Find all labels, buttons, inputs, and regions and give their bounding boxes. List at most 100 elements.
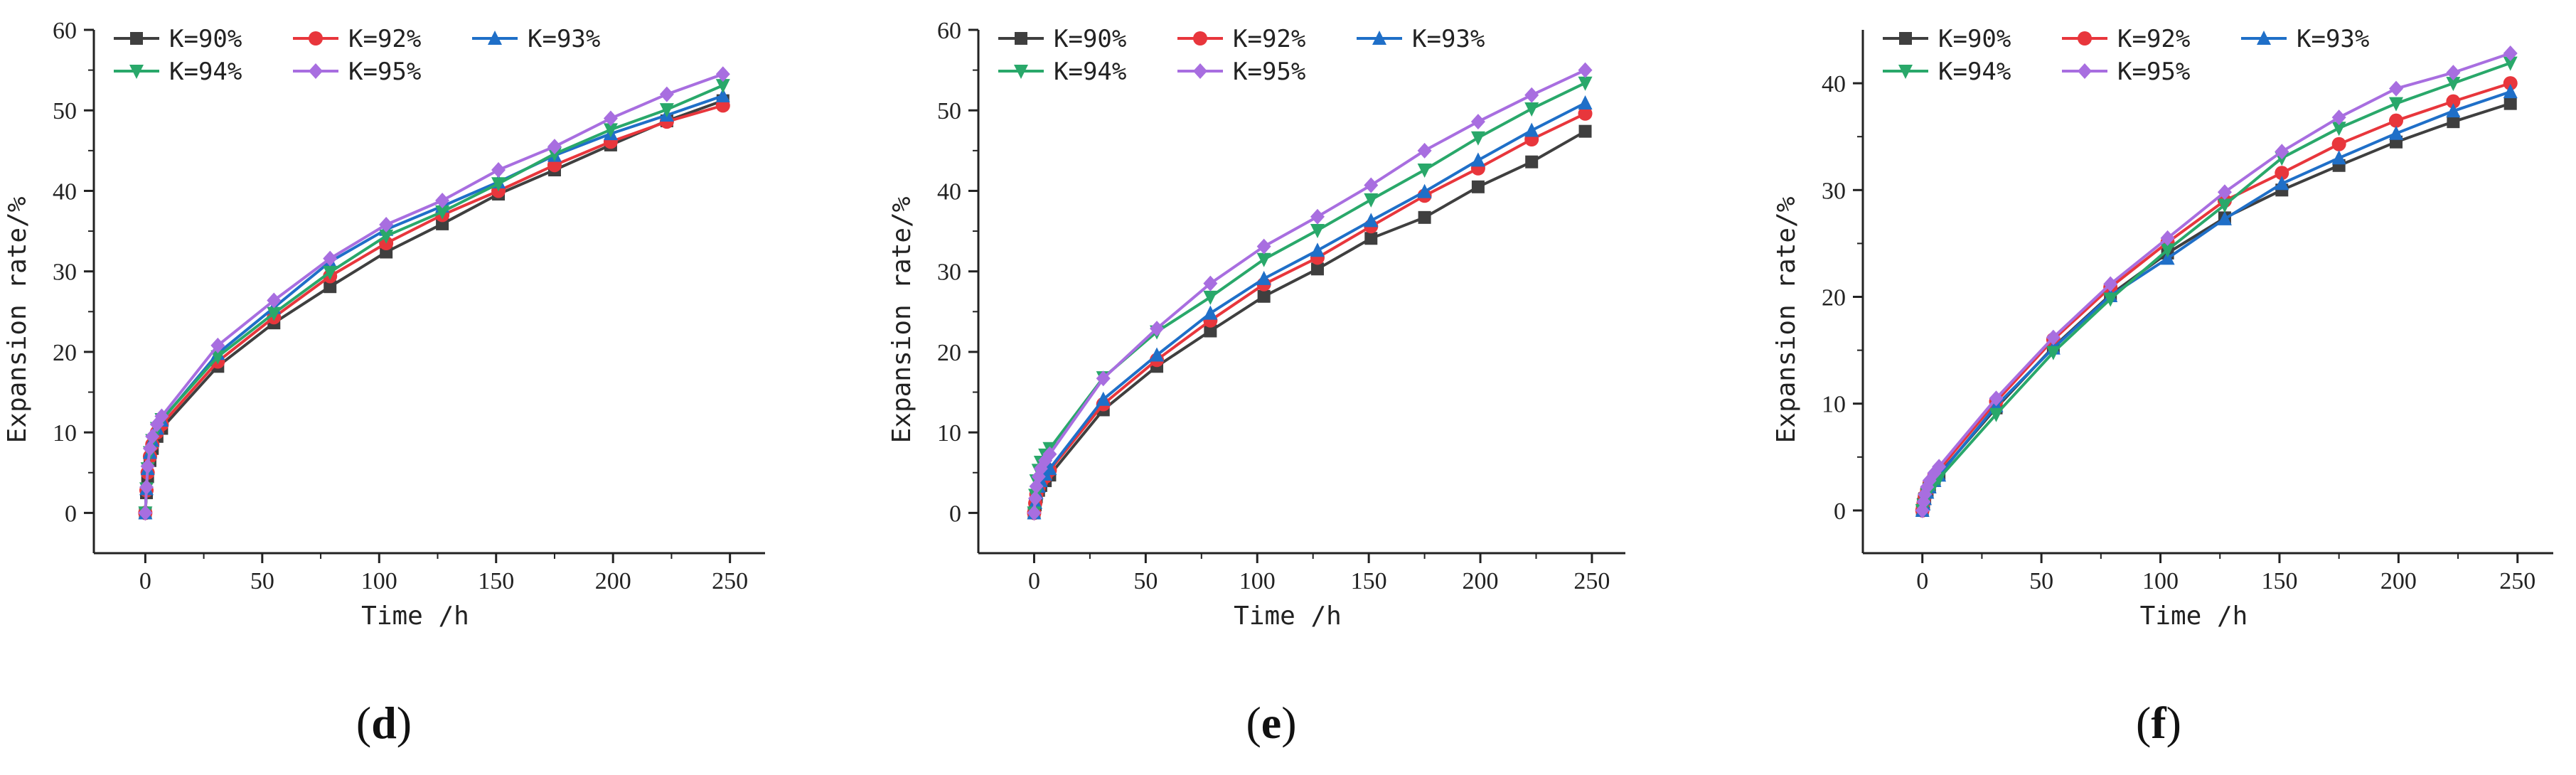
x-tick-label-f-1: 50 [2029, 568, 2053, 594]
legend-marker-d-1 [309, 31, 323, 46]
data-point-d-4-13 [547, 139, 562, 155]
legend-marker-e-2 [1372, 31, 1386, 45]
data-point-e-0-14 [1471, 180, 1485, 193]
data-point-e-2-14 [1470, 152, 1485, 167]
series-line-d-1 [144, 104, 724, 513]
series-d-0 [139, 94, 729, 520]
data-point-f-3-14 [2389, 97, 2404, 112]
legend-marker-e-1 [1193, 31, 1207, 46]
legend-marker-d-2 [488, 31, 502, 45]
data-point-e-4-13 [1417, 142, 1432, 159]
data-point-e-4-15 [1524, 87, 1539, 103]
data-point-d-4-2 [140, 458, 155, 474]
data-point-f-4-13 [2331, 109, 2346, 126]
data-point-f-3-15 [2446, 77, 2461, 92]
series-line-d-2 [144, 94, 724, 513]
data-point-e-4-14 [1470, 114, 1485, 130]
data-point-e-0-12 [1364, 232, 1378, 245]
legend-label-e-4: K=95% [1233, 58, 1305, 86]
series-f-2 [1915, 84, 2518, 517]
data-point-e-2-11 [1310, 242, 1325, 257]
series-f-4 [1915, 46, 2518, 518]
data-point-e-0-15 [1525, 155, 1539, 169]
data-point-d-4-12 [491, 162, 506, 178]
series-f-0 [1915, 97, 2517, 517]
data-point-e-0-11 [1310, 262, 1324, 276]
data-point-d-4-11 [435, 193, 450, 209]
legend-marker-f-0 [1899, 32, 1912, 45]
data-point-f-2-12 [2275, 176, 2289, 191]
y-tick-label-e-5: 50 [937, 98, 961, 124]
data-point-d-3-11 [435, 205, 450, 220]
data-point-e-1-16 [1578, 106, 1593, 121]
data-point-d-4-3 [142, 440, 157, 456]
data-point-d-3-15 [659, 103, 674, 118]
series-e-0 [1027, 124, 1592, 520]
legend-label-d-1: K=92% [348, 25, 421, 53]
y-tick-label-e-4: 40 [937, 178, 961, 205]
data-point-f-4-11 [2217, 184, 2232, 201]
x-tick-label-e-5: 250 [1573, 568, 1610, 594]
data-point-e-0-16 [1578, 124, 1592, 138]
legend-label-e-2: K=93% [1412, 25, 1485, 53]
data-point-f-1-13 [2331, 137, 2346, 151]
y-tick-label-e-1: 10 [937, 420, 961, 447]
data-point-e-2-7 [1096, 391, 1111, 406]
y-tick-label-e-2: 20 [937, 340, 961, 366]
legend-label-e-1: K=92% [1233, 25, 1305, 53]
panel-label-e: (e) [1246, 698, 1297, 748]
x-tick-label-f-4: 200 [2380, 568, 2417, 594]
legend-marker-f-1 [2078, 31, 2092, 46]
data-point-f-4-12 [2275, 144, 2289, 160]
chart-svg-f: 0 50 100 150 200 250 0 10 20 30 40 Time /h Expansion… [1772, 25, 2553, 631]
data-point-f-2-13 [2331, 150, 2346, 165]
data-point-d-3-14 [603, 123, 618, 138]
data-point-f-3-13 [2331, 122, 2346, 137]
series-line-f-3 [1920, 61, 2511, 511]
data-point-f-4-15 [2446, 65, 2461, 81]
x-tick-label-d-5: 250 [712, 568, 748, 594]
y-tick-label-e-0: 0 [949, 501, 961, 527]
x-axis-label-f: Time /h [2140, 602, 2248, 631]
legend-label-e-0: K=90% [1054, 25, 1126, 53]
legend-marker-f-4 [2078, 63, 2092, 79]
series-line-e-0 [1032, 129, 1586, 513]
data-point-e-4-10 [1256, 238, 1271, 255]
y-tick-label-f-2: 20 [1822, 285, 1846, 311]
y-tick-label-d-2: 20 [53, 340, 77, 366]
data-point-d-4-4 [145, 428, 160, 444]
x-tick-label-f-3: 150 [2261, 568, 2297, 594]
data-point-d-3-10 [379, 229, 394, 244]
data-point-e-4-6 [1042, 446, 1057, 462]
series-line-e-4 [1032, 68, 1586, 513]
x-tick-label-d-4: 200 [595, 568, 631, 594]
data-point-e-3-10 [1256, 252, 1271, 267]
data-point-d-4-1 [139, 479, 154, 496]
legend-marker-d-4 [309, 63, 323, 79]
data-point-d-4-6 [154, 408, 169, 424]
legend-marker-e-4 [1193, 63, 1207, 79]
data-point-f-3-8 [2046, 346, 2061, 360]
chart-panel-d: 0 50 100 150 200 250 0 10 20 30 40 50 60 Time /h Expan… [0, 0, 858, 775]
series-e-4 [1027, 62, 1593, 521]
data-point-d-3-16 [715, 79, 730, 94]
data-point-f-3-10 [2160, 243, 2175, 258]
data-point-f-4-14 [2389, 80, 2404, 97]
data-point-f-4-7 [1989, 390, 2004, 407]
data-point-e-3-16 [1578, 76, 1593, 91]
data-point-e-4-9 [1203, 275, 1218, 292]
data-point-f-2-15 [2446, 103, 2461, 118]
data-point-f-1-15 [2446, 94, 2461, 109]
series-line-d-0 [144, 99, 724, 513]
data-point-e-2-9 [1203, 305, 1218, 320]
data-point-d-4-8 [267, 292, 282, 309]
series-e-1 [1027, 106, 1593, 520]
x-tick-label-d-2: 100 [361, 568, 397, 594]
legend-label-e-3: K=94% [1054, 58, 1126, 86]
series-e-2 [1027, 95, 1593, 520]
chart-svg-e: 0 50 100 150 200 250 0 10 20 30 40 50 60 Time /h Expan… [887, 18, 1625, 631]
y-tick-label-d-4: 40 [53, 178, 77, 205]
data-point-e-3-15 [1524, 102, 1539, 117]
legend-label-d-3: K=94% [169, 58, 242, 86]
x-tick-label-e-0: 0 [1028, 568, 1040, 594]
